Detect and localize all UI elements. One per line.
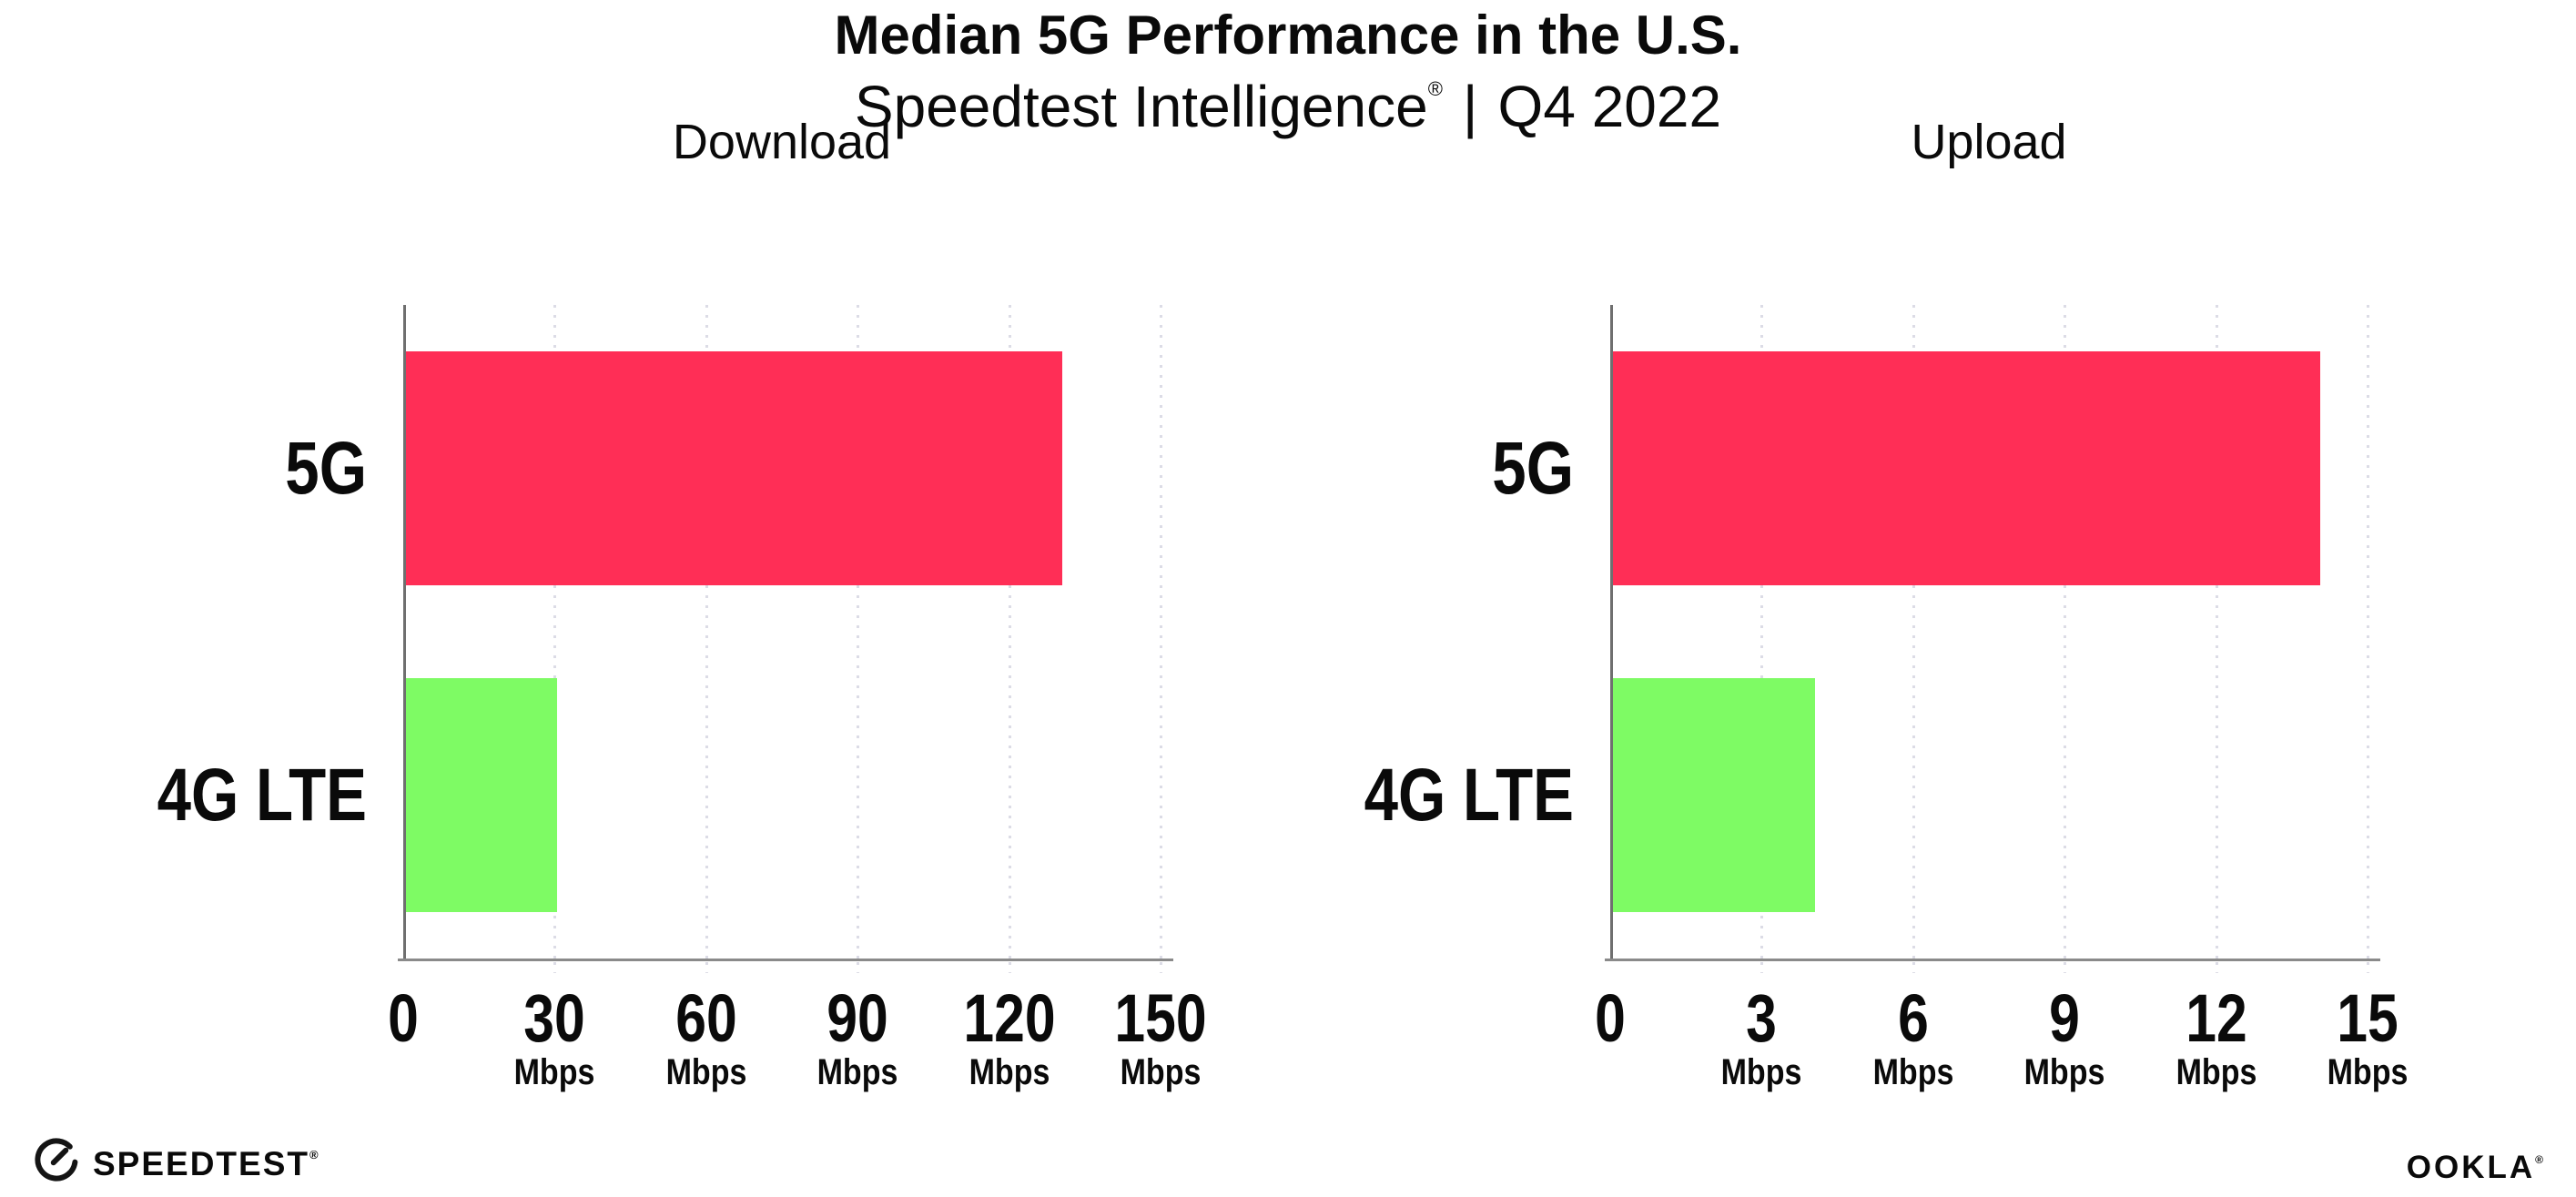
speedtest-wordmark-text: SPEEDTEST <box>93 1145 309 1182</box>
ookla-wordmark-text: OOKLA <box>2406 1150 2536 1185</box>
axis-tick-6 <box>1912 962 1915 973</box>
chart-title-download: Download <box>672 115 892 169</box>
x-tick-label-0: 0 <box>388 980 419 1056</box>
x-tick-label-90: 90 <box>827 980 888 1056</box>
gridline-90 <box>857 305 859 959</box>
gridline-15 <box>2367 305 2369 959</box>
axis-tick-90 <box>857 962 859 973</box>
speedtest-wordmark: SPEEDTEST® <box>93 1131 319 1188</box>
subtitle-period: Q4 2022 <box>1497 74 1722 139</box>
bar-4g-lte-download <box>406 678 557 912</box>
registered-mark: ® <box>1427 77 1443 100</box>
x-tick-label-30: 30 <box>523 980 585 1056</box>
x-axis-line-upload <box>1605 959 2380 961</box>
plot-area-upload <box>1605 305 2380 973</box>
gridline-150 <box>1160 305 1162 959</box>
axis-tick-15 <box>2367 962 2369 973</box>
ookla-registered-mark: ® <box>2535 1153 2543 1166</box>
speedtest-registered-mark: ® <box>309 1148 319 1161</box>
subtitle-product: Speedtest Intelligence <box>854 74 1428 139</box>
category-label-4g-lte-upload: 4G LTE <box>1364 754 1574 837</box>
speedometer-gauge-icon <box>33 1136 80 1183</box>
x-tick-label-150: 150 <box>1114 980 1207 1056</box>
x-tick-unit-120: Mbps <box>969 1052 1050 1092</box>
x-tick-label-0: 0 <box>1595 980 1626 1056</box>
speedtest-logo: SPEEDTEST® <box>33 1131 319 1188</box>
x-tick-label-6: 6 <box>1898 980 1929 1056</box>
category-label-5g-upload: 5G <box>1492 427 1574 510</box>
gridline-3 <box>1760 305 1763 959</box>
gridline-30 <box>553 305 556 959</box>
x-axis-line-download <box>398 959 1173 961</box>
category-label-5g-download: 5G <box>285 427 367 510</box>
bar-4g-lte-upload <box>1613 678 1815 912</box>
x-tick-unit-150: Mbps <box>1120 1052 1202 1092</box>
gridline-6 <box>1912 305 1915 959</box>
x-tick-unit-30: Mbps <box>513 1052 595 1092</box>
x-tick-label-60: 60 <box>675 980 737 1056</box>
x-tick-label-9: 9 <box>2049 980 2080 1056</box>
axis-tick-30 <box>553 962 556 973</box>
x-tick-unit-15: Mbps <box>2327 1052 2409 1092</box>
gridline-12 <box>2216 305 2218 959</box>
x-tick-label-120: 120 <box>963 980 1056 1056</box>
axis-tick-120 <box>1009 962 1011 973</box>
bar-5g-upload <box>1613 351 2320 585</box>
x-tick-unit-12: Mbps <box>2175 1052 2257 1092</box>
axis-tick-150 <box>1160 962 1162 973</box>
axis-tick-9 <box>2064 962 2066 973</box>
x-tick-label-15: 15 <box>2337 980 2399 1056</box>
category-label-4g-lte-download: 4G LTE <box>157 754 367 837</box>
axis-tick-3 <box>1760 962 1763 973</box>
plot-area-download <box>398 305 1173 973</box>
x-tick-unit-6: Mbps <box>1872 1052 1954 1092</box>
subtitle-separator: | <box>1462 74 1478 139</box>
x-tick-label-3: 3 <box>1746 980 1777 1056</box>
chart-title-upload: Upload <box>1911 115 2067 169</box>
x-tick-unit-60: Mbps <box>665 1052 747 1092</box>
x-tick-unit-90: Mbps <box>816 1052 898 1092</box>
y-axis-line-upload <box>1610 305 1613 960</box>
y-axis-line-download <box>403 305 406 960</box>
x-tick-unit-3: Mbps <box>1720 1052 1802 1092</box>
axis-tick-12 <box>2216 962 2218 973</box>
ookla-logo: OOKLA® <box>2407 1140 2543 1188</box>
bar-5g-download <box>406 351 1062 585</box>
gridline-9 <box>2064 305 2066 959</box>
x-tick-unit-9: Mbps <box>2023 1052 2105 1092</box>
page-subtitle: Speedtest Intelligence® | Q4 2022 <box>0 55 2576 141</box>
page-title: Median 5G Performance in the U.S. <box>834 5 1742 66</box>
axis-tick-60 <box>705 962 708 973</box>
ookla-wordmark: OOKLA® <box>2407 1150 2543 1185</box>
gridline-120 <box>1009 305 1011 959</box>
x-tick-label-12: 12 <box>2186 980 2247 1056</box>
gridline-60 <box>705 305 708 959</box>
